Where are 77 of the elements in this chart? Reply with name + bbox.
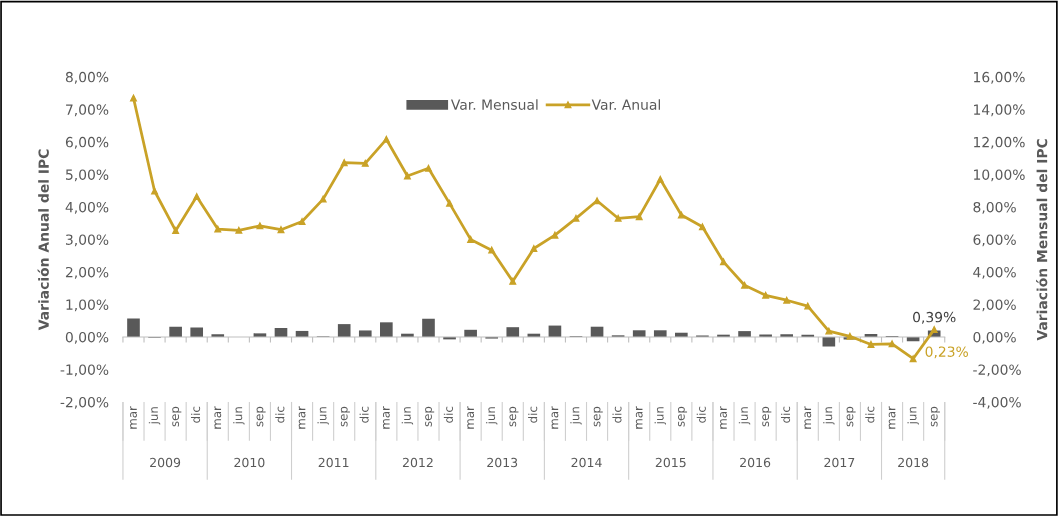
- x-tick-label: mar: [298, 406, 306, 429]
- x-tick-label: dic: [696, 406, 706, 423]
- y-tick-label: 0,00%: [65, 331, 109, 344]
- y-axis-title: Variación Anual del IPC: [37, 149, 49, 331]
- x-tick-label: mar: [720, 406, 727, 429]
- x-tick-label: jun: [907, 407, 919, 425]
- x-tick-label: jun: [738, 407, 751, 425]
- y2-tick-label: 14,00%: [974, 104, 1025, 117]
- y-tick-label: 2,00%: [65, 266, 109, 279]
- text: 2012: [402, 457, 433, 468]
- x-tick-label: mar: [804, 406, 812, 429]
- x-tick-label: jun: [233, 407, 245, 425]
- x-tick-label: mar: [467, 406, 475, 429]
- x-tick-label: jun: [401, 407, 414, 425]
- x-tick-label: dic: [275, 406, 285, 423]
- legend-label: Var. Mensual: [450, 99, 538, 110]
- x-tick-label: jun: [570, 407, 582, 425]
- x-tick-label: sep: [256, 406, 266, 427]
- text: 2009: [150, 457, 181, 468]
- x-tick-label: mar: [130, 406, 137, 429]
- x-tick-label: dic: [190, 406, 201, 423]
- y-tick-label: 7,00%: [66, 104, 109, 117]
- x-tick-label: sep: [846, 406, 856, 427]
- x-tick-label: jun: [654, 407, 666, 425]
- y2-tick-label: 4,00%: [973, 266, 1016, 279]
- data-label: 0,23%: [925, 346, 968, 359]
- text: 2015: [655, 457, 686, 468]
- text: 2018: [898, 457, 929, 468]
- y-tick-label: 1,00%: [66, 299, 109, 312]
- text: 2013: [487, 457, 518, 468]
- x-tick-label: dic: [443, 406, 453, 423]
- legend-label: Var. Anual: [591, 99, 660, 110]
- y2-tick-label: -4,00%: [973, 396, 1021, 409]
- y-tick-label: 6,00%: [65, 136, 109, 149]
- x-tick-label: jun: [823, 407, 835, 425]
- y2-tick-label: 8,00%: [973, 201, 1016, 214]
- text: 2016: [740, 457, 771, 468]
- text: 2017: [824, 457, 855, 468]
- x-tick-label: mar: [551, 406, 559, 429]
- x-tick-label: sep: [172, 406, 182, 427]
- y-tick-label: 5,00%: [66, 169, 109, 182]
- x-tick-label: sep: [509, 406, 519, 427]
- x-tick-label: dic: [528, 406, 538, 423]
- x-tick-label: jun: [148, 407, 161, 425]
- y-tick-label: -1,00%: [60, 364, 109, 377]
- y2-tick-label: 10,00%: [974, 169, 1025, 182]
- x-tick-label: sep: [677, 406, 688, 427]
- x-tick-label: sep: [425, 406, 435, 427]
- x-tick-label: sep: [593, 406, 603, 427]
- x-tick-label: jun: [317, 407, 329, 425]
- x-tick-label: mar: [382, 406, 390, 429]
- y-tick-label: 8,00%: [65, 71, 109, 84]
- x-tick-label: dic: [612, 406, 622, 423]
- x-tick-label: dic: [865, 406, 875, 423]
- y2-tick-label: 6,00%: [973, 234, 1016, 247]
- x-tick-label: dic: [780, 406, 791, 423]
- text: 2014: [571, 457, 602, 468]
- x-tick-label: sep: [762, 406, 772, 427]
- data-label: 0,39%: [913, 311, 956, 324]
- text: 2010: [234, 457, 265, 468]
- x-tick-label: mar: [635, 406, 643, 429]
- y2-tick-label: 2,00%: [973, 299, 1016, 312]
- x-tick-label: sep: [340, 406, 350, 427]
- x-tick-label: dic: [359, 406, 369, 423]
- x-tick-label: sep: [930, 406, 940, 427]
- y-tick-label: -2,00%: [60, 396, 109, 409]
- y-tick-label: 4,00%: [65, 201, 109, 214]
- y2-tick-label: -2,00%: [973, 364, 1021, 377]
- x-tick-label: mar: [888, 406, 896, 429]
- y2-tick-label: 12,00%: [974, 136, 1025, 149]
- x-tick-label: mar: [214, 406, 222, 429]
- text: 2011: [318, 457, 349, 468]
- x-tick-label: jun: [485, 407, 498, 425]
- y-tick-label: 3,00%: [66, 234, 109, 247]
- y2-tick-label: 16,00%: [974, 71, 1025, 84]
- y2-axis-title: Variación Mensual del IPC: [1036, 139, 1048, 341]
- y2-tick-label: 0,00%: [973, 331, 1016, 344]
